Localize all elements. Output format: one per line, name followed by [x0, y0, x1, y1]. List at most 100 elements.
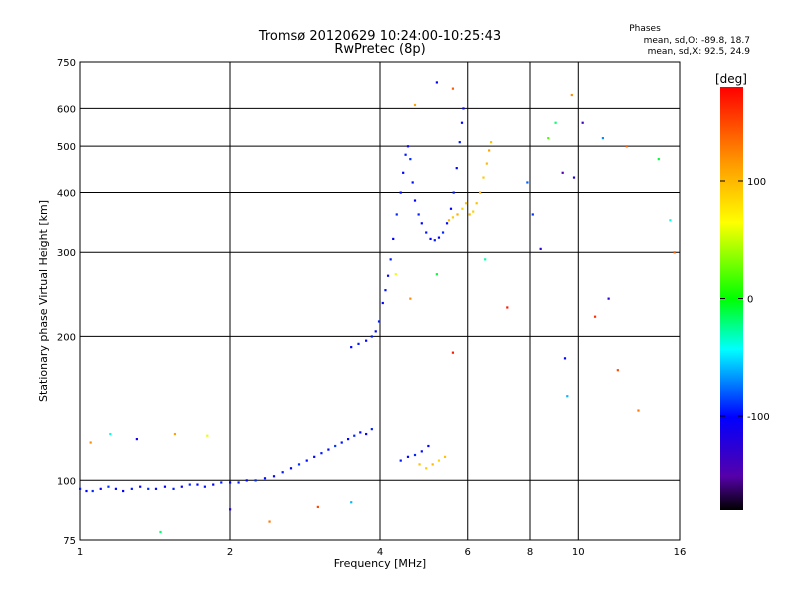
- data-point: [413, 199, 417, 202]
- data-point: [79, 487, 82, 490]
- data-point: [135, 437, 138, 441]
- data-point: [484, 258, 487, 261]
- data-point: [147, 487, 150, 490]
- data-point: [413, 103, 417, 107]
- data-point: [488, 149, 491, 152]
- data-point: [443, 455, 447, 458]
- data-point: [406, 145, 410, 148]
- data-point: [455, 167, 458, 170]
- data-point: [425, 467, 428, 470]
- data-point: [472, 210, 475, 213]
- data-point: [254, 479, 257, 482]
- data-point: [340, 441, 343, 444]
- data-point: [245, 479, 248, 482]
- data-point: [130, 487, 133, 490]
- data-point: [122, 489, 125, 493]
- data-point: [91, 489, 94, 493]
- data-point: [392, 237, 395, 241]
- data-point: [114, 487, 118, 490]
- data-point: [427, 444, 430, 448]
- data-point: [506, 306, 509, 309]
- data-point: [482, 176, 485, 179]
- data-point: [188, 483, 191, 486]
- data-point: [163, 485, 167, 488]
- data-point: [377, 320, 381, 323]
- chart-title: Tromsø 20120629 10:24:00-10:25:43: [258, 29, 501, 44]
- data-point: [673, 251, 676, 254]
- data-point: [172, 487, 175, 490]
- y-tick-label: 100: [57, 476, 76, 487]
- data-point: [418, 463, 421, 466]
- data-point: [99, 487, 102, 490]
- data-point: [566, 395, 569, 398]
- data-point: [593, 315, 597, 318]
- data-point: [357, 342, 360, 345]
- y-tick-label: 400: [57, 188, 76, 199]
- data-point: [85, 489, 88, 493]
- data-point: [107, 485, 110, 488]
- x-tick-label: 2: [227, 547, 233, 558]
- data-point: [399, 191, 402, 194]
- data-point: [485, 162, 488, 165]
- colorbar-label: [deg]: [715, 72, 747, 86]
- data-point: [313, 455, 316, 458]
- x-tick-label: 6: [465, 547, 471, 558]
- data-point: [370, 335, 373, 338]
- data-point: [554, 121, 557, 124]
- data-point: [268, 520, 271, 523]
- y-axis-ticks: 75 100 200 300 400 500 600 750: [57, 58, 76, 547]
- data-point: [411, 181, 414, 184]
- data-point: [384, 289, 387, 292]
- data-points: [79, 81, 676, 534]
- data-point: [461, 207, 464, 210]
- data-point: [281, 471, 284, 474]
- data-point: [451, 216, 455, 219]
- data-point: [452, 191, 455, 194]
- data-point: [433, 239, 436, 242]
- data-point: [441, 231, 445, 234]
- colorbar-tick-label: 0: [747, 295, 753, 306]
- data-point: [353, 434, 356, 437]
- data-point: [220, 481, 223, 484]
- data-point: [526, 181, 529, 184]
- data-point: [435, 81, 438, 84]
- data-point: [669, 219, 672, 222]
- data-point: [420, 222, 423, 225]
- data-point: [464, 202, 468, 205]
- data-point: [229, 508, 232, 511]
- data-point: [449, 207, 453, 210]
- data-point: [402, 171, 405, 174]
- data-point: [212, 483, 215, 486]
- data-point: [399, 459, 402, 462]
- y-tick-label: 75: [63, 536, 76, 547]
- data-point: [431, 463, 434, 466]
- data-point: [386, 274, 390, 277]
- y-axis-label: Stationary phase Virtual Height [km]: [37, 200, 50, 402]
- x-axis-ticks: 1 2 4 6 8 10 16: [77, 547, 687, 558]
- colorbar-gradient: [720, 87, 743, 510]
- y-tick-label: 600: [57, 104, 76, 115]
- data-point: [297, 463, 301, 466]
- data-point: [196, 483, 199, 486]
- data-point: [456, 213, 459, 216]
- data-point: [359, 431, 362, 434]
- data-point: [462, 107, 465, 110]
- data-point: [417, 213, 420, 216]
- data-point: [89, 441, 92, 444]
- data-point: [327, 448, 330, 451]
- data-point: [389, 258, 392, 261]
- data-point: [581, 121, 584, 124]
- data-point: [458, 141, 461, 144]
- data-point: [173, 432, 177, 436]
- data-point: [435, 273, 438, 276]
- colorbar: [deg] 100 0 -100: [715, 72, 770, 510]
- data-point: [346, 437, 350, 441]
- series-x-mode-trace: [418, 141, 493, 470]
- data-point: [570, 93, 573, 97]
- stats-heading: Phases: [629, 24, 661, 34]
- data-point: [479, 191, 482, 194]
- y-tick-label: 300: [57, 248, 76, 259]
- data-point: [451, 87, 455, 90]
- data-point: [489, 141, 493, 144]
